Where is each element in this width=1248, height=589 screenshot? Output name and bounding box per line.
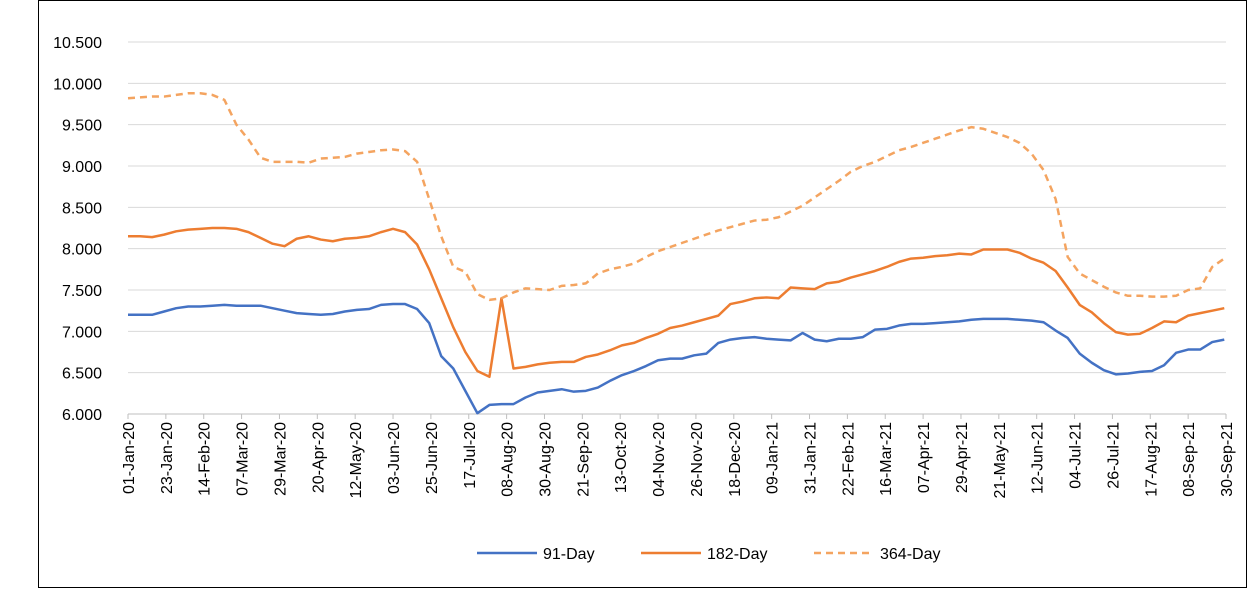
x-tick-label: 31-Jan-21 — [803, 422, 820, 494]
legend-label: 91-Day — [543, 546, 595, 563]
x-tick-label: 08-Aug-20 — [500, 422, 517, 497]
x-tick-label: 01-Jan-20 — [121, 422, 138, 494]
x-tick-label: 18-Dec-20 — [727, 422, 744, 497]
y-tick-label: 7.500 — [62, 283, 102, 300]
y-tick-label: 8.500 — [62, 200, 102, 217]
x-tick-label: 20-Apr-20 — [310, 422, 327, 493]
x-tick-label: 17-Jul-20 — [462, 422, 479, 489]
y-tick-label: 8.000 — [62, 242, 102, 259]
y-tick-label: 9.000 — [62, 159, 102, 176]
x-tick-label: 07-Apr-21 — [916, 422, 933, 493]
x-tick-label: 21-May-21 — [992, 422, 1009, 499]
x-tick-label: 23-Jan-20 — [159, 422, 176, 494]
x-tick-label: 30-Sep-21 — [1219, 422, 1236, 497]
x-tick-label: 13-Oct-20 — [613, 422, 630, 493]
series-line — [128, 226, 1225, 379]
x-tick-label: 29-Mar-20 — [272, 422, 289, 496]
y-tick-label: 6.500 — [62, 366, 102, 383]
y-tick-label: 6.000 — [62, 407, 102, 424]
x-tick-label: 25-Jun-20 — [424, 422, 441, 494]
y-tick-label: 7.000 — [62, 324, 102, 341]
x-tick-label: 17-Aug-21 — [1143, 422, 1160, 497]
series-line — [127, 92, 1225, 302]
x-tick-label: 03-Jun-20 — [386, 422, 403, 494]
y-tick-label: 10.500 — [53, 35, 102, 52]
legend-label: 364-Day — [880, 546, 940, 563]
x-tick-label: 29-Apr-21 — [954, 422, 971, 493]
x-tick-label: 09-Jan-21 — [765, 422, 782, 494]
x-tick-label: 14-Feb-20 — [197, 422, 214, 496]
x-tick-label: 04-Nov-20 — [651, 422, 668, 497]
x-tick-label: 07-Mar-20 — [235, 422, 252, 496]
legend-label: 182-Day — [707, 546, 767, 563]
x-tick-label: 26-Nov-20 — [689, 422, 706, 497]
x-tick-label: 22-Feb-21 — [840, 422, 857, 496]
x-tick-label: 12-May-20 — [348, 422, 365, 499]
series-line — [128, 302, 1225, 415]
x-tick-label: 21-Sep-20 — [575, 422, 592, 497]
y-tick-label: 9.500 — [62, 118, 102, 135]
x-tick-label: 30-Aug-20 — [537, 422, 554, 497]
y-tick-label: 10.000 — [53, 76, 102, 93]
x-tick-label: 04-Jul-21 — [1068, 422, 1085, 489]
x-tick-label: 08-Sep-21 — [1181, 422, 1198, 497]
x-tick-label: 16-Mar-21 — [878, 422, 895, 496]
x-tick-label: 12-Jun-21 — [1030, 422, 1047, 494]
chart-border — [38, 0, 1247, 588]
x-tick-label: 26-Jul-21 — [1105, 422, 1122, 489]
